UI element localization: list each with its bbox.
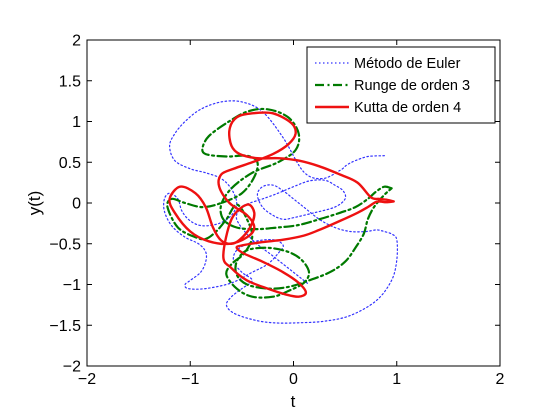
y-axis-label: y(t) <box>25 191 44 216</box>
y-tick-label: −0.5 <box>49 236 81 253</box>
y-tick-label: 0.5 <box>59 155 81 172</box>
y-tick-label: 1 <box>72 114 81 131</box>
y-tick-label: 1.5 <box>59 73 81 90</box>
y-tick-label: 2 <box>72 33 81 50</box>
y-tick-label: 0 <box>72 196 81 213</box>
y-tick-label: −2 <box>63 359 81 376</box>
series-line-1 <box>166 107 393 299</box>
axes-layer: −2 −1 0 1 2 −2 −1.5 −1 −0.5 0 0.5 1 1.5 2 <box>49 33 504 389</box>
series-layer <box>163 100 398 324</box>
x-tick-label: −1 <box>181 371 199 388</box>
legend: Método de Euler Runge de orden 3 Kutta de … <box>306 46 496 124</box>
series-line-2 <box>168 111 395 298</box>
y-tick-label: −1 <box>63 277 81 294</box>
series-line-0 <box>163 100 398 324</box>
x-tick-label: −2 <box>78 371 96 388</box>
y-tick-label: −1.5 <box>49 318 81 335</box>
x-tick-label: 0 <box>289 371 298 388</box>
legend-label-1: Runge de orden 3 <box>354 78 470 94</box>
x-tick-label: 2 <box>496 371 505 388</box>
legend-label-0: Método de Euler <box>354 56 461 72</box>
x-axis-label: t <box>291 392 296 411</box>
x-tick-label: 1 <box>392 371 401 388</box>
legend-label-2: Kutta de orden 4 <box>354 100 461 116</box>
